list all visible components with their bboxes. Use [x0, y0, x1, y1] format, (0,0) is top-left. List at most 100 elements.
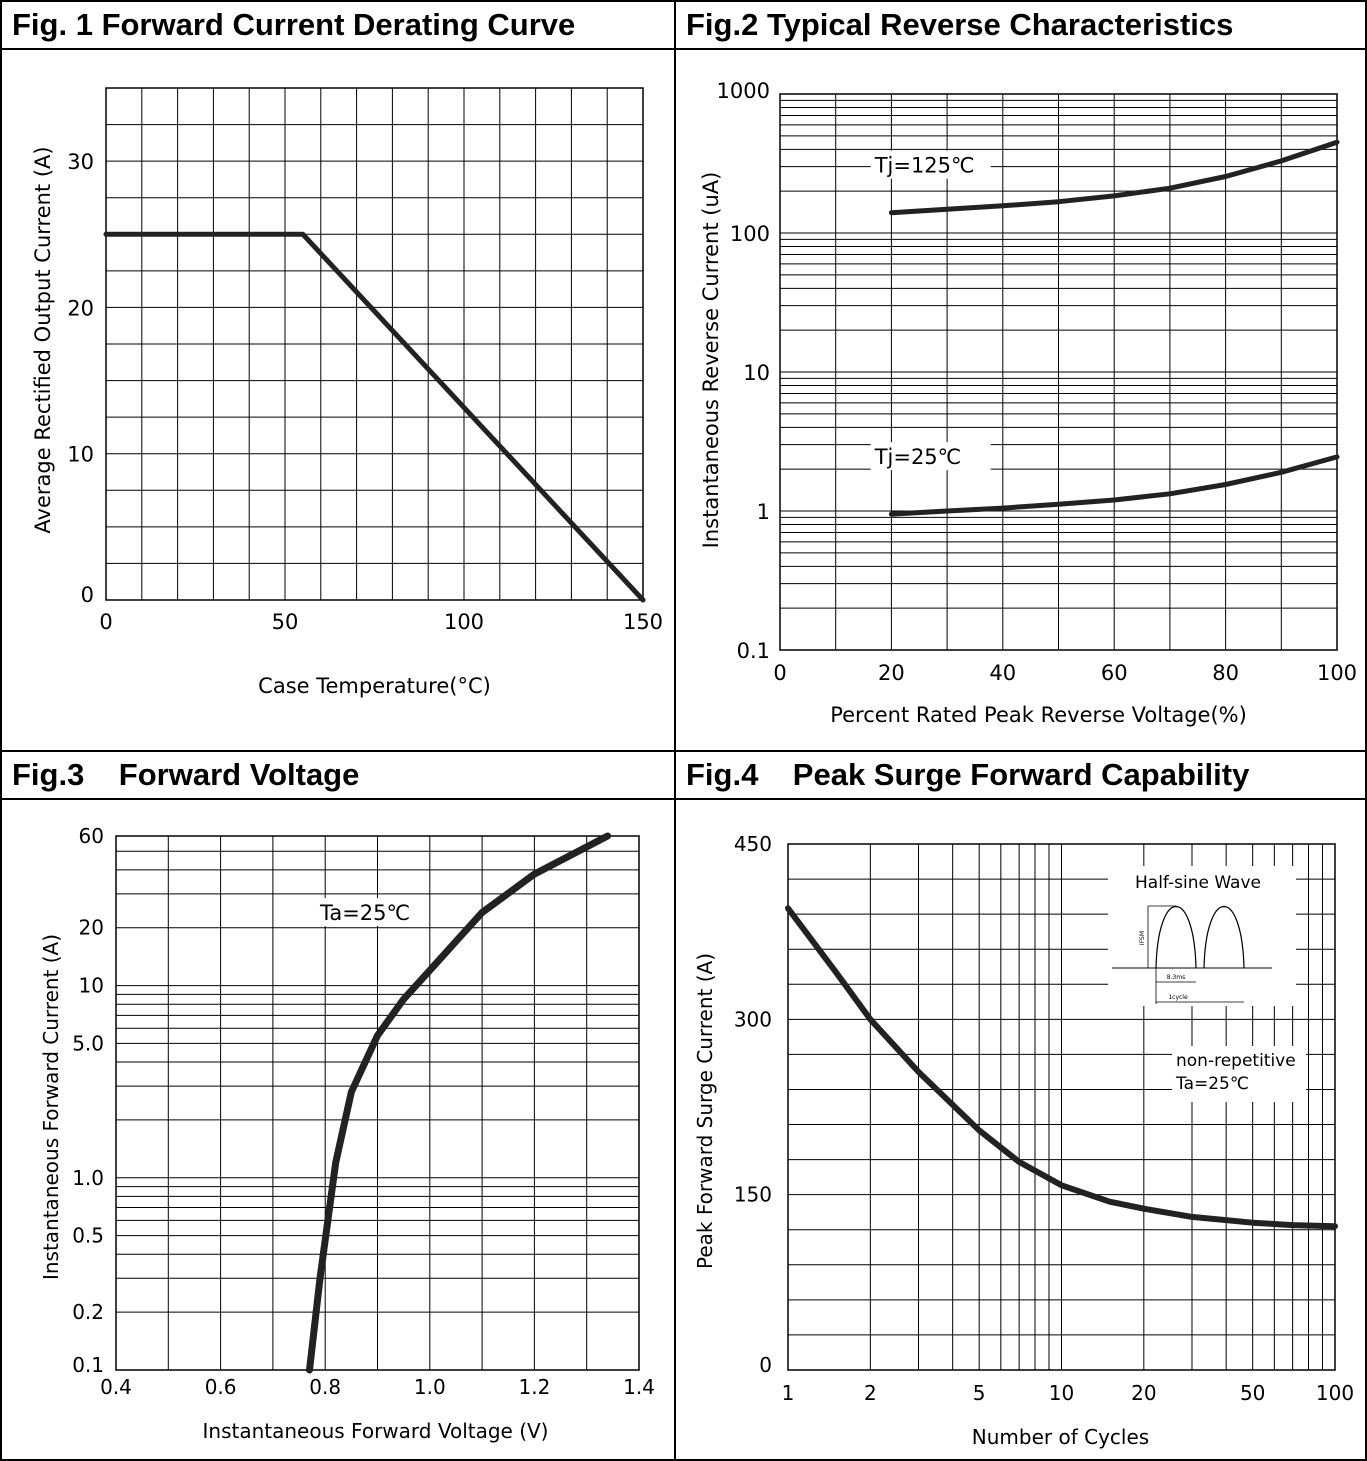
data-point-0-0 — [306, 1367, 313, 1373]
annotation-background — [315, 898, 414, 927]
data-point-0-1 — [316, 1275, 323, 1282]
data-point-1-7 — [1279, 470, 1284, 475]
y-tick-label: 0.5 — [72, 1224, 104, 1248]
x-tick-label: 0 — [773, 661, 786, 685]
y-axis-label: Instantaneous Reverse Current (uA) — [699, 172, 723, 549]
plot-frame — [115, 835, 640, 1371]
y-axis-label: Instantaneous Forward Current (A) — [39, 934, 63, 1280]
x-tick-label: 1 — [782, 1381, 795, 1405]
data-point-0-1 — [833, 970, 839, 976]
data-point-0-5 — [400, 996, 407, 1003]
y-tick-label: 0.2 — [72, 1300, 104, 1324]
data-point-0-0 — [104, 232, 108, 237]
data-point-0-0 — [785, 905, 791, 911]
figure-4-chart: 1 2 5 10 20 50 100 0 150 300 450 Number of Cycles Pe… — [693, 832, 1354, 1449]
data-point-0-12 — [1332, 1223, 1338, 1229]
data-point-0-9 — [531, 871, 538, 878]
y-tick-label: 60 — [79, 824, 104, 848]
x-tick-label: 0.4 — [100, 1375, 132, 1399]
x-tick-label: 1.0 — [414, 1375, 446, 1399]
y-tick-label: 0 — [759, 1353, 772, 1377]
x-tick-label: 50 — [1240, 1381, 1265, 1405]
y-tick-label: 450 — [734, 832, 772, 856]
y-tick-label: 5.0 — [72, 1031, 104, 1055]
data-point-1-0 — [889, 512, 894, 517]
half-sine-pulse — [1203, 906, 1245, 969]
x-tick-label: 1.4 — [623, 1375, 655, 1399]
series-label-background — [870, 150, 991, 179]
y-tick-label: 0 — [81, 583, 94, 607]
y-tick-label: 20 — [79, 916, 104, 940]
x-tick-label: 2 — [864, 1381, 877, 1405]
y-tick-label: 1 — [757, 500, 770, 524]
condition-annotation: Ta=25℃ — [1175, 1074, 1249, 1094]
data-point-1-5 — [1167, 491, 1172, 496]
x-tick-label: 0.6 — [205, 1375, 237, 1399]
data-point-1-6 — [1223, 482, 1228, 487]
inset-label-cycle: 1cycle — [1168, 994, 1188, 1001]
data-point-0-4 — [374, 1032, 381, 1039]
data-point-1-4 — [1112, 497, 1117, 502]
annotation-background — [1172, 1046, 1306, 1102]
y-tick-label: 10 — [743, 361, 770, 385]
data-point-0-4 — [1112, 193, 1117, 198]
data-point-0-3 — [1056, 199, 1061, 204]
figure-panel-2: Fig.2 Typical Reverse Characteristics 0 2… — [674, 0, 1367, 752]
data-point-0-8 — [479, 909, 486, 916]
data-point-0-0 — [889, 210, 894, 215]
inset-title: Half-sine Wave — [1135, 873, 1261, 893]
data-point-1-2 — [1000, 506, 1005, 511]
x-tick-label: 60 — [1101, 661, 1128, 685]
inset-label-period: 8.3ms — [1167, 974, 1186, 981]
data-point-0-6 — [426, 967, 433, 974]
x-tick-label: 0.8 — [309, 1375, 341, 1399]
condition-annotation: non-repetitive — [1176, 1051, 1296, 1071]
data-point-1-3 — [1056, 502, 1061, 507]
data-point-0-8 — [1141, 1206, 1147, 1212]
data-point-0-2 — [1000, 203, 1005, 208]
data-point-0-1 — [945, 207, 950, 212]
y-tick-label: 20 — [67, 296, 94, 320]
data-point-0-1 — [300, 232, 305, 237]
data-point-0-3 — [348, 1088, 355, 1095]
data-point-0-5 — [1016, 1159, 1022, 1165]
data-point-0-4 — [976, 1127, 982, 1133]
data-point-0-8 — [1335, 140, 1339, 145]
x-axis-label: Instantaneous Forward Voltage (V) — [203, 1419, 549, 1443]
data-point-0-10 — [604, 833, 611, 839]
y-tick-label: 0.1 — [72, 1353, 104, 1377]
temperature-annotation: Ta=25℃ — [319, 901, 410, 925]
y-tick-label: 30 — [67, 150, 94, 174]
x-tick-label: 0 — [99, 610, 112, 634]
data-point-0-6 — [1223, 174, 1228, 179]
x-axis-label: Case Temperature(°C) — [258, 674, 491, 698]
x-tick-label: 100 — [1316, 1381, 1354, 1405]
data-point-0-7 — [1107, 1199, 1113, 1205]
data-point-0-2 — [641, 598, 645, 602]
x-tick-label: 20 — [1131, 1381, 1156, 1405]
data-point-1-8 — [1335, 454, 1339, 459]
y-tick-label: 300 — [734, 1007, 772, 1031]
data-point-0-7 — [1279, 158, 1284, 163]
series-label: Tj=25℃ — [874, 445, 962, 469]
figure-2-chart: 0 20 40 60 80 100 0.1 1 10 100 1000 Percent Rated P… — [699, 79, 1357, 727]
plot-frame — [105, 87, 644, 601]
y-tick-label: 1.0 — [72, 1166, 104, 1190]
x-tick-label: 10 — [1049, 1381, 1074, 1405]
figure-2-title: Fig.2 Typical Reverse Characteristics — [676, 2, 1365, 50]
data-point-0-10 — [1250, 1220, 1256, 1226]
data-point-0-3 — [915, 1069, 921, 1075]
y-axis-label: Average Rectified Output Current (A) — [31, 146, 55, 533]
data-point-0-9 — [1189, 1214, 1195, 1220]
figure-panel-3: Fig.3 Forward Voltage 0.4 0.6 0.8 1.0 1.2 1.4… — [0, 750, 676, 1461]
x-tick-label: 40 — [989, 661, 1016, 685]
figure-3-title: Fig.3 Forward Voltage — [2, 752, 674, 800]
figure-4-title: Fig.4 Peak Surge Forward Capability — [676, 752, 1365, 800]
series-label: Tj=125℃ — [874, 154, 975, 178]
y-axis-label: Peak Forward Surge Current (A) — [693, 953, 717, 1269]
figure-1-title: Fig. 1 Forward Current Derating Curve — [2, 2, 674, 50]
data-point-0-2 — [332, 1159, 339, 1166]
y-tick-label: 1000 — [717, 79, 770, 103]
data-point-0-7 — [452, 938, 459, 945]
